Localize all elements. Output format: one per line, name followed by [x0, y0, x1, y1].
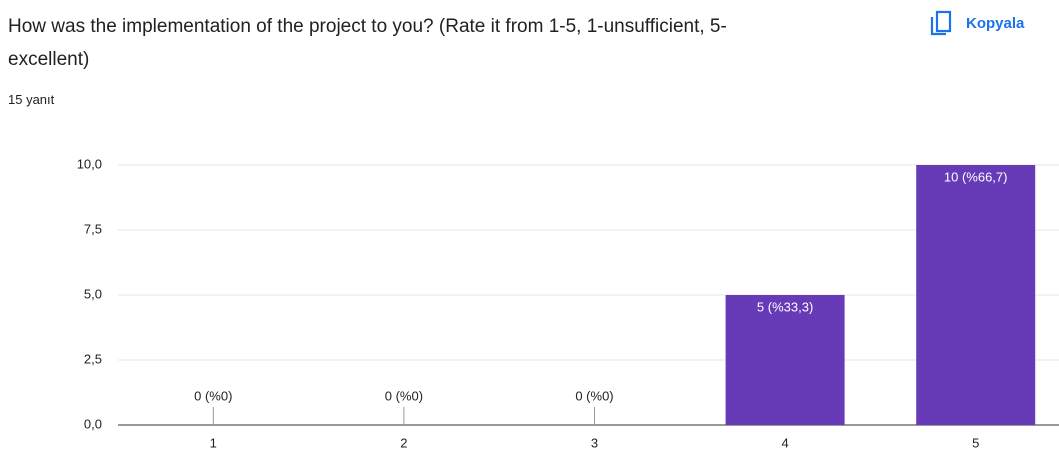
- copy-label[interactable]: Kopyala: [966, 14, 1025, 32]
- copy-button[interactable]: Kopyala: [930, 10, 1024, 36]
- y-tick-label: 5,0: [84, 286, 102, 301]
- value-label: 0 (%0): [194, 388, 232, 403]
- copy-icon: [930, 10, 952, 36]
- y-tick-label: 10,0: [77, 156, 102, 171]
- x-tick-label: 1: [210, 435, 217, 450]
- response-count: 15 yanıt: [8, 92, 55, 107]
- x-tick-label: 4: [781, 435, 788, 450]
- y-tick-label: 7,5: [84, 221, 102, 236]
- x-tick-label: 5: [972, 435, 979, 450]
- bar: [916, 165, 1036, 425]
- value-label: 5 (%33,3): [757, 299, 813, 314]
- x-tick-label: 2: [400, 435, 407, 450]
- value-label: 0 (%0): [575, 388, 613, 403]
- value-label: 0 (%0): [385, 388, 423, 403]
- bar: [725, 295, 845, 425]
- question-title: How was the implementation of the projec…: [8, 16, 727, 70]
- x-tick-label: 3: [591, 435, 598, 450]
- y-tick-label: 2,5: [84, 351, 102, 366]
- value-label: 10 (%66,7): [944, 169, 1008, 184]
- y-tick-label: 0,0: [84, 416, 102, 431]
